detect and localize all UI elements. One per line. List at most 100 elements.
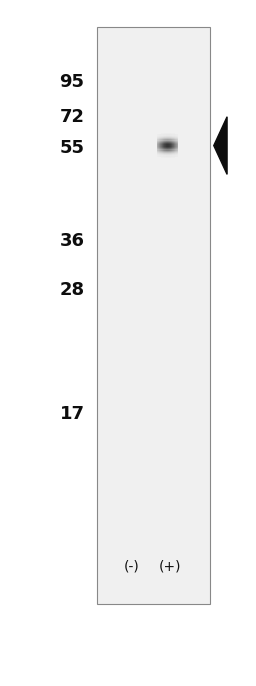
- Bar: [160, 153, 161, 154]
- Bar: [176, 138, 177, 139]
- Bar: [177, 143, 178, 144]
- Bar: [163, 134, 164, 136]
- Bar: [167, 144, 168, 145]
- Bar: [175, 136, 176, 137]
- Bar: [164, 147, 165, 148]
- Bar: [176, 144, 177, 145]
- Bar: [176, 136, 177, 137]
- Text: 36: 36: [59, 232, 84, 250]
- Bar: [158, 152, 159, 153]
- Bar: [175, 153, 176, 154]
- Bar: [173, 138, 174, 139]
- Bar: [171, 133, 172, 134]
- Bar: [168, 133, 169, 134]
- Text: 55: 55: [59, 139, 84, 158]
- Bar: [174, 148, 175, 150]
- Bar: [170, 141, 171, 142]
- Bar: [164, 141, 165, 142]
- Bar: [166, 141, 167, 142]
- Bar: [163, 153, 164, 154]
- Bar: [162, 133, 163, 134]
- Bar: [173, 144, 174, 145]
- Bar: [175, 142, 176, 143]
- Bar: [159, 152, 160, 153]
- Bar: [172, 148, 173, 150]
- Bar: [159, 143, 160, 144]
- Bar: [175, 148, 176, 150]
- Bar: [158, 139, 159, 141]
- Bar: [171, 154, 172, 156]
- Bar: [166, 156, 167, 158]
- Bar: [166, 144, 167, 145]
- Bar: [168, 152, 169, 153]
- Bar: [177, 136, 178, 137]
- Bar: [174, 145, 175, 147]
- Bar: [176, 153, 177, 154]
- Bar: [168, 134, 169, 136]
- Bar: [160, 141, 161, 142]
- Bar: [162, 145, 163, 147]
- Bar: [170, 147, 171, 148]
- Text: 28: 28: [59, 281, 84, 298]
- Bar: [169, 133, 170, 134]
- Bar: [159, 141, 160, 142]
- Bar: [159, 134, 160, 136]
- Bar: [169, 141, 170, 142]
- Bar: [177, 141, 178, 142]
- Bar: [166, 153, 167, 154]
- Bar: [159, 150, 160, 152]
- Bar: [158, 153, 159, 154]
- Bar: [172, 141, 173, 142]
- Bar: [172, 143, 173, 144]
- Bar: [162, 148, 163, 150]
- Bar: [176, 139, 177, 141]
- Bar: [165, 139, 166, 141]
- Bar: [176, 145, 177, 147]
- Bar: [167, 143, 168, 144]
- Bar: [174, 154, 175, 156]
- Bar: [168, 141, 169, 142]
- Bar: [163, 152, 164, 153]
- Bar: [163, 138, 164, 139]
- Bar: [158, 134, 159, 136]
- Bar: [158, 150, 159, 152]
- Polygon shape: [214, 117, 227, 174]
- Bar: [159, 144, 160, 145]
- Bar: [160, 152, 161, 153]
- Bar: [167, 148, 168, 150]
- Bar: [170, 137, 171, 138]
- Bar: [177, 147, 178, 148]
- Bar: [173, 136, 174, 137]
- Bar: [166, 150, 167, 152]
- Bar: [170, 144, 171, 145]
- Bar: [157, 141, 158, 142]
- Bar: [157, 143, 158, 144]
- Bar: [174, 150, 175, 152]
- Bar: [164, 144, 165, 145]
- Bar: [161, 154, 162, 156]
- Bar: [177, 137, 178, 138]
- Bar: [161, 138, 162, 139]
- Bar: [167, 133, 168, 134]
- Bar: [157, 144, 158, 145]
- Bar: [171, 142, 172, 143]
- Bar: [172, 138, 173, 139]
- Bar: [162, 144, 163, 145]
- Bar: [174, 152, 175, 153]
- Bar: [169, 139, 170, 141]
- Bar: [157, 147, 158, 148]
- Bar: [161, 148, 162, 150]
- Bar: [167, 139, 168, 141]
- Bar: [158, 148, 159, 150]
- Bar: [167, 141, 168, 142]
- Bar: [161, 134, 162, 136]
- Bar: [164, 156, 165, 158]
- Bar: [159, 139, 160, 141]
- Bar: [158, 145, 159, 147]
- Bar: [163, 141, 164, 142]
- Bar: [175, 145, 176, 147]
- Bar: [159, 153, 160, 154]
- Bar: [163, 154, 164, 156]
- Bar: [159, 138, 160, 139]
- Bar: [175, 143, 176, 144]
